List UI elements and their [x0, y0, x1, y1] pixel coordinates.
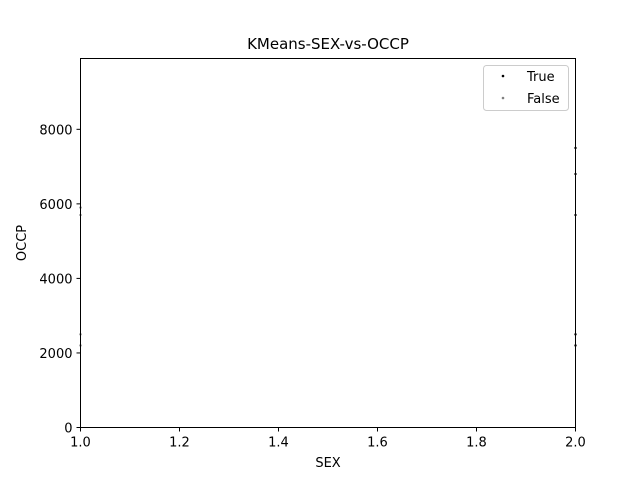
- plot-area: [79, 146, 577, 347]
- x-tick-label: 1.8: [466, 436, 487, 451]
- legend-marker-true: [501, 74, 505, 78]
- legend: True False: [483, 65, 569, 111]
- x-axis-label: SEX: [315, 456, 340, 471]
- legend-label-true: True: [526, 70, 555, 85]
- x-tick-label: 2.0: [565, 436, 586, 451]
- chart-title: KMeans-SEX-vs-OCCP: [247, 35, 409, 53]
- x-tick-label: 1.4: [268, 436, 289, 451]
- x-tick-label: 1.2: [169, 436, 190, 451]
- legend-marker-false: [501, 96, 505, 100]
- legend-label-false: False: [527, 92, 560, 107]
- y-axis-label: OCCP: [15, 225, 30, 261]
- x-tick-label: 1.6: [367, 436, 388, 451]
- y-tick-label: 6000: [39, 198, 72, 213]
- y-tick-label: 8000: [39, 123, 72, 138]
- x-tick-label: 1.0: [70, 436, 91, 451]
- axes: 1.0 1.2 1.4 1.6 1.8 2.0 0 2000 4000 6000 8000: [39, 123, 585, 450]
- plot-frame: [80, 58, 576, 428]
- y-tick-label: 0: [64, 422, 72, 437]
- y-tick-label: 4000: [39, 272, 72, 287]
- y-tick-label: 2000: [39, 347, 72, 362]
- legend-box: [483, 65, 569, 111]
